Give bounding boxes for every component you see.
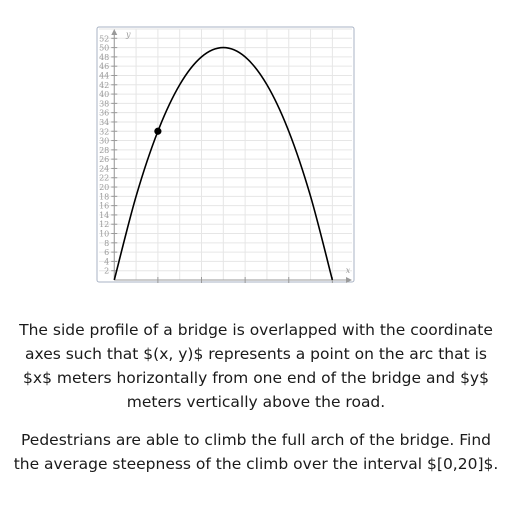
bridge-arch-chart: xy 2040608010024681012141618202224262830… [96,26,355,283]
y-tick-label: 40 [99,90,109,99]
y-tick-label: 34 [99,118,109,127]
y-tick-label: 48 [99,53,109,62]
highlight-point [154,127,162,135]
bridge-arch-curve [113,46,334,281]
x-axis-label: x [346,266,351,275]
y-tick-label: 42 [99,81,109,90]
y-tick-label: 22 [99,174,109,183]
y-tick-label: 32 [99,127,109,136]
graph-frame [96,26,355,283]
problem-paragraph-1: The side profile of a bridge is overlapp… [19,321,493,411]
graph-panel: xy 2040608010024681012141618202224262830… [96,26,356,284]
y-tick-label: 2 [104,267,109,276]
y-tick-label: 28 [99,146,109,155]
problem-text: The side profile of a bridge is overlapp… [12,318,500,490]
y-tick-label: 8 [104,239,109,248]
y-tick-label: 12 [99,220,109,229]
y-axis-arrow [111,29,118,35]
y-tick-label: 10 [99,230,109,239]
y-tick-label: 36 [99,109,109,118]
y-tick-label: 20 [99,183,109,192]
y-tick-label: 26 [99,155,109,164]
y-tick-label: 44 [99,71,109,80]
y-tick-label: 46 [99,62,109,71]
y-tick-label: 14 [99,211,109,220]
y-tick-label: 4 [104,257,109,266]
x-axis-arrow [346,277,352,283]
y-tick-label: 24 [99,164,109,173]
y-tick-label: 52 [99,34,109,43]
y-tick-label: 38 [99,99,109,108]
y-tick-label: 30 [99,137,109,146]
y-tick-label: 18 [99,192,109,201]
y-tick-label: 16 [99,202,109,211]
y-tick-label: 6 [104,248,109,257]
y-axis-label: y [125,30,131,39]
problem-paragraph-2: Pedestrians are able to climb the full a… [13,431,499,473]
y-tick-label: 50 [99,44,109,53]
